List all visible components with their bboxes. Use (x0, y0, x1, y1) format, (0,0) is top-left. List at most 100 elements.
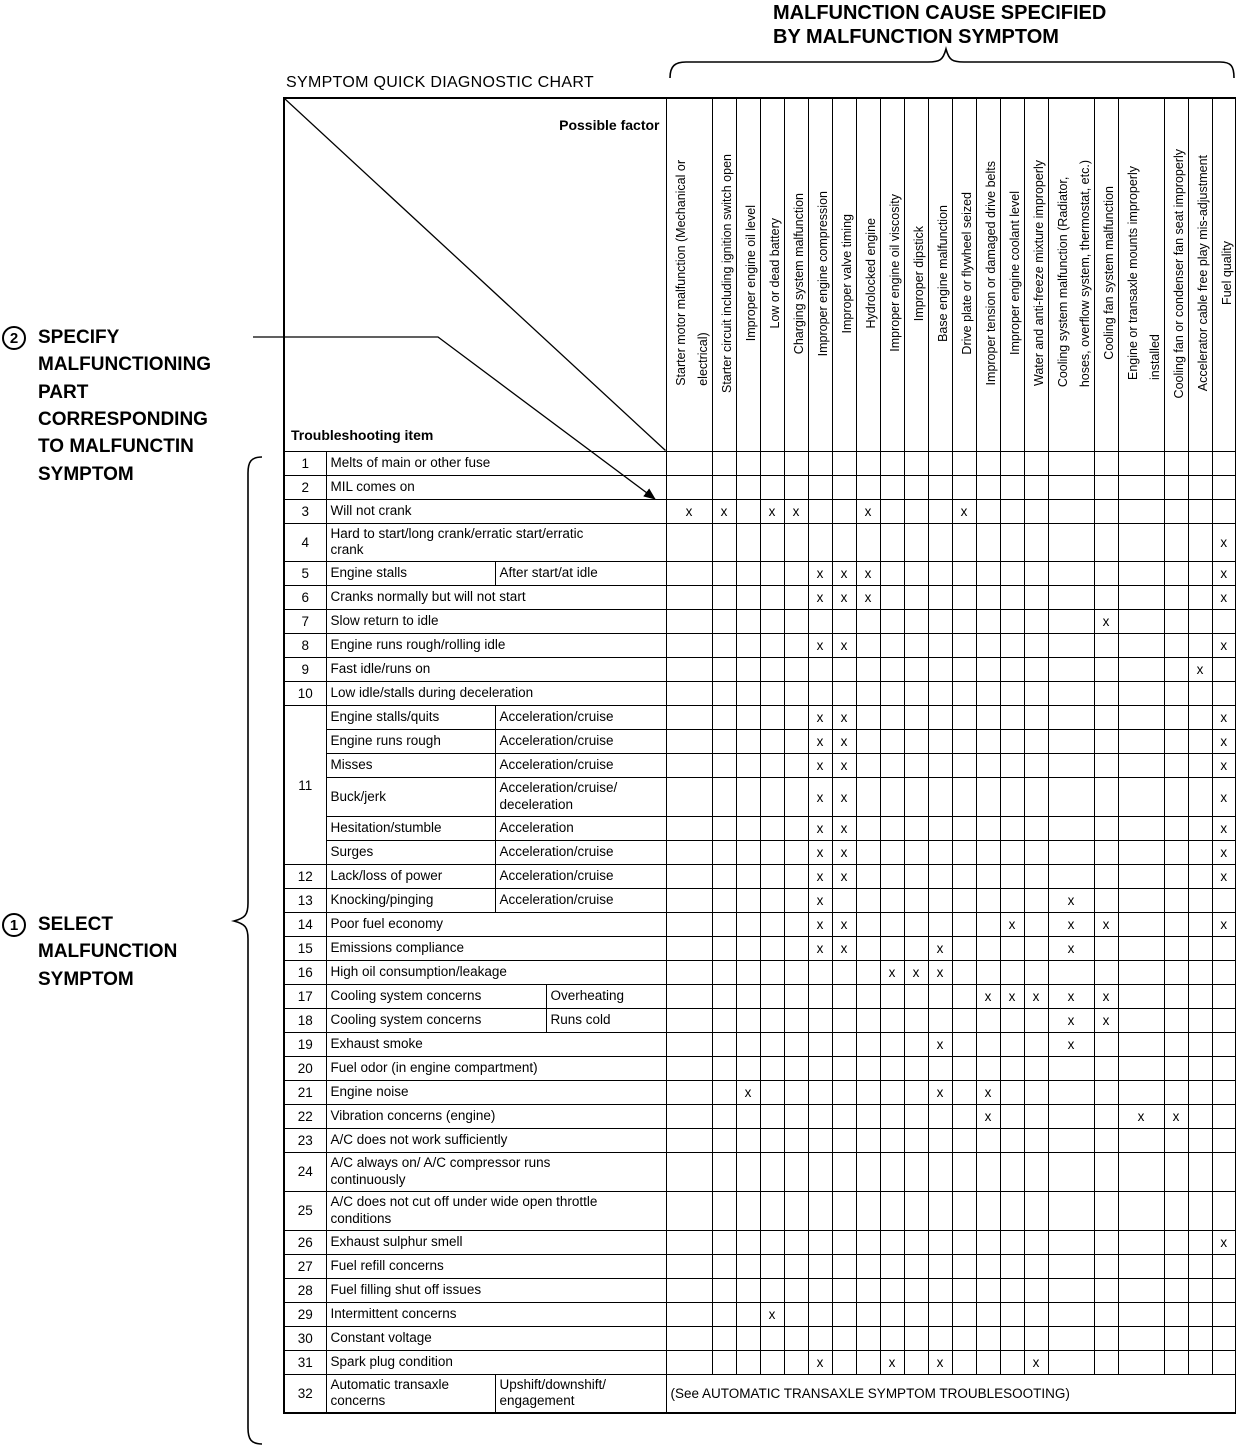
mark-cell-empty (1093, 1080, 1119, 1105)
mark-cell-empty (711, 840, 737, 865)
mark-cell-empty (1117, 936, 1165, 961)
mark-cell-x: x (1163, 1104, 1189, 1129)
mark-cell-empty (927, 888, 953, 913)
mark-cell-empty (903, 585, 929, 611)
mark-cell-empty (975, 705, 1001, 731)
mark-cell-empty (1163, 498, 1189, 524)
factor-column-header: Improper engine compression (807, 97, 833, 452)
mark-cell-empty (1163, 1301, 1189, 1327)
mark-cell-empty (807, 657, 833, 683)
mark-cell-x: x (1117, 1104, 1165, 1129)
mark-cell-empty (855, 1301, 881, 1327)
mark-cell-empty (1163, 681, 1189, 707)
mark-cell-x: x (1211, 585, 1236, 611)
troubleshooting-item: Engine noise (325, 1080, 667, 1105)
mark-cell-empty (759, 1032, 785, 1057)
mark-cell-empty (879, 561, 905, 587)
mark-cell-empty (783, 609, 809, 635)
mark-cell-empty (831, 522, 857, 563)
mark-cell-empty (1047, 585, 1095, 611)
factor-column-label: Fuel quality (1219, 241, 1234, 306)
mark-cell-empty (975, 960, 1001, 985)
mark-cell-empty (1117, 960, 1165, 985)
mark-cell-x: x (831, 840, 857, 865)
mark-cell-x: x (1023, 1349, 1049, 1375)
mark-cell-empty (783, 984, 809, 1009)
mark-cell-empty (927, 1229, 953, 1255)
mark-cell-empty (1047, 1253, 1095, 1279)
mark-cell-empty (735, 474, 761, 500)
mark-cell-x: x (1211, 705, 1236, 731)
mark-cell-x: x (1093, 912, 1119, 937)
mark-cell-empty (927, 816, 953, 841)
mark-cell-empty (927, 840, 953, 865)
mark-cell-x: x (831, 585, 857, 611)
mark-cell-empty (975, 864, 1001, 889)
mark-cell-empty (927, 1253, 953, 1279)
condition: Acceleration/cruise (494, 864, 667, 889)
mark-cell-empty (903, 816, 929, 841)
mark-cell-empty (855, 888, 881, 913)
mark-cell-empty (1023, 777, 1049, 817)
mark-cell-empty (735, 1253, 761, 1279)
mark-cell-x: x (831, 816, 857, 841)
factor-column-header: Improper valve timing (831, 97, 857, 452)
mark-cell-empty (855, 1080, 881, 1105)
mark-cell-empty (999, 657, 1025, 683)
row-number: 12 (283, 864, 327, 889)
mark-cell-empty (1187, 1056, 1213, 1081)
mark-cell-empty (903, 936, 929, 961)
mark-cell-x: x (999, 984, 1025, 1009)
row-number: 2 (283, 474, 327, 500)
mark-cell-empty (1023, 450, 1049, 476)
mark-cell-empty (1117, 1253, 1165, 1279)
mark-cell-empty (807, 984, 833, 1009)
symptom-row: 2 MIL comes on (283, 474, 1236, 500)
mark-cell-empty (1117, 633, 1165, 659)
mark-cell-empty (807, 681, 833, 707)
row-number: 31 (283, 1349, 327, 1375)
mark-cell-empty (855, 984, 881, 1009)
factor-column-label: Cooling system malfunction (Radiator, ho… (1055, 159, 1092, 387)
mark-cell-empty (1187, 1325, 1213, 1351)
mark-cell-x: x (807, 633, 833, 659)
mark-cell-empty (759, 888, 785, 913)
mark-cell-empty (735, 864, 761, 889)
circled-number-1: 1 (2, 913, 26, 937)
mark-cell-empty (783, 1229, 809, 1255)
mark-cell-empty (951, 1301, 977, 1327)
mark-cell-empty (711, 561, 737, 587)
condition: Overheating (545, 984, 667, 1009)
mark-cell-empty (1163, 1128, 1189, 1153)
mark-cell-x: x (1047, 888, 1095, 913)
mark-cell-empty (879, 633, 905, 659)
mark-cell-empty (855, 681, 881, 707)
factor-column-header: Improper engine coolant level (999, 97, 1025, 452)
mark-cell-empty (951, 1104, 977, 1129)
mark-cell-empty (903, 681, 929, 707)
row-number: 29 (283, 1301, 327, 1327)
mark-cell-empty (999, 729, 1025, 755)
table-corner-cell: Possible factor Troubleshooting item (283, 97, 667, 452)
mark-cell-empty (951, 1277, 977, 1303)
mark-cell-empty (1047, 561, 1095, 587)
mark-cell-empty (831, 681, 857, 707)
transaxle-note: (See AUTOMATIC TRANSAXLE SYMPTOM TROUBLE… (665, 1373, 1236, 1414)
mark-cell-empty (1163, 753, 1189, 779)
mark-cell-empty (1047, 657, 1095, 683)
mark-cell-empty (1187, 984, 1213, 1009)
mark-cell-empty (1211, 1080, 1236, 1105)
mark-cell-empty (807, 450, 833, 476)
mark-cell-empty (665, 1080, 713, 1105)
mark-cell-empty (735, 1032, 761, 1057)
mark-cell-empty (1047, 1301, 1095, 1327)
mark-cell-empty (903, 1229, 929, 1255)
mark-cell-empty (1047, 816, 1095, 841)
factor-column-label: Improper engine oil level (743, 205, 758, 342)
mark-cell-empty (665, 609, 713, 635)
mark-cell-empty (735, 1152, 761, 1192)
possible-factor-label: Possible factor (559, 117, 660, 133)
symptom-row: Surges Acceleration/cruise x x x (284, 840, 1236, 865)
mark-cell-empty (879, 1008, 905, 1033)
